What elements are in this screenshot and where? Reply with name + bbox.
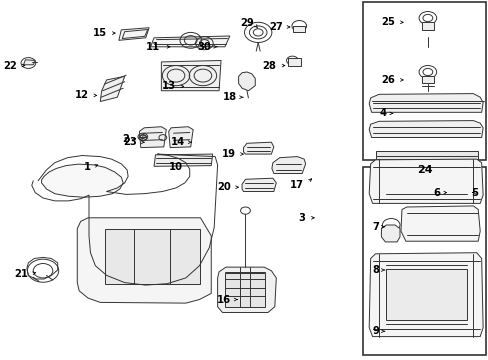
Bar <box>421 76 433 83</box>
Polygon shape <box>168 127 193 148</box>
Text: 16: 16 <box>216 294 230 305</box>
Bar <box>421 22 433 30</box>
Text: 12: 12 <box>75 90 89 100</box>
Text: 13: 13 <box>162 81 176 91</box>
Bar <box>363 2 485 160</box>
Text: 1: 1 <box>83 162 90 172</box>
Text: 4: 4 <box>378 108 386 118</box>
Polygon shape <box>23 60 35 65</box>
Polygon shape <box>368 121 482 138</box>
Text: 26: 26 <box>381 75 394 85</box>
Bar <box>287 58 301 66</box>
Text: 25: 25 <box>381 17 394 27</box>
Polygon shape <box>77 218 211 303</box>
Polygon shape <box>161 60 221 91</box>
Text: 9: 9 <box>371 326 378 336</box>
Polygon shape <box>217 267 276 312</box>
Polygon shape <box>150 36 229 47</box>
Bar <box>363 167 485 355</box>
Polygon shape <box>381 225 399 242</box>
Text: 17: 17 <box>289 180 304 190</box>
Bar <box>386 269 466 320</box>
Polygon shape <box>368 253 482 337</box>
Text: 7: 7 <box>371 222 378 232</box>
Text: 30: 30 <box>197 42 211 52</box>
Polygon shape <box>100 76 124 102</box>
Polygon shape <box>242 178 276 192</box>
Polygon shape <box>400 206 479 241</box>
Text: 22: 22 <box>3 60 17 71</box>
Text: 21: 21 <box>14 269 28 279</box>
Text: 29: 29 <box>240 18 254 28</box>
Polygon shape <box>243 142 273 154</box>
Text: 20: 20 <box>217 182 230 192</box>
Text: 11: 11 <box>146 42 160 52</box>
Polygon shape <box>41 164 123 197</box>
Polygon shape <box>139 127 166 148</box>
Bar <box>224 273 264 307</box>
Text: 18: 18 <box>223 92 237 102</box>
Text: 3: 3 <box>298 213 305 223</box>
Polygon shape <box>375 151 477 159</box>
Polygon shape <box>154 154 212 166</box>
Text: 10: 10 <box>169 162 183 172</box>
Bar <box>293 26 305 32</box>
Polygon shape <box>119 28 149 40</box>
Polygon shape <box>271 157 305 174</box>
Text: 23: 23 <box>123 137 137 147</box>
Text: 5: 5 <box>470 188 477 198</box>
Text: 6: 6 <box>432 188 439 198</box>
Polygon shape <box>368 94 482 112</box>
Text: 2: 2 <box>122 134 129 144</box>
Text: 28: 28 <box>262 60 276 71</box>
Polygon shape <box>238 72 255 91</box>
Text: 19: 19 <box>221 149 235 159</box>
Text: 8: 8 <box>371 265 378 275</box>
Polygon shape <box>368 159 482 203</box>
Text: 14: 14 <box>170 137 184 147</box>
Text: 24: 24 <box>416 165 431 175</box>
Text: 27: 27 <box>268 22 282 32</box>
Bar <box>105 229 200 284</box>
Text: 15: 15 <box>92 28 106 38</box>
